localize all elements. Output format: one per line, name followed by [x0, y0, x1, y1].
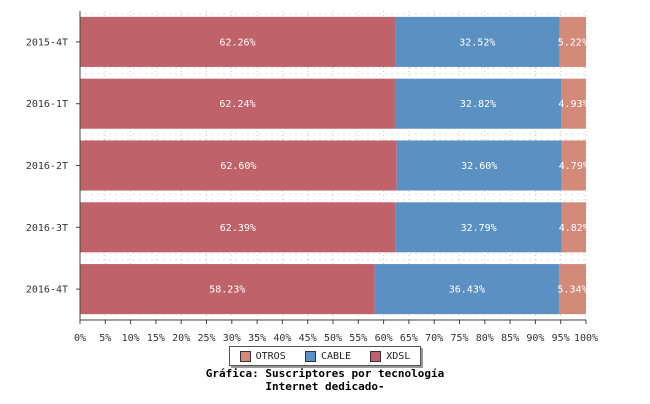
- legend-item-otros: OTROS: [239, 350, 286, 362]
- x-tick-label: 60%: [375, 333, 393, 344]
- x-tick-label: 80%: [476, 333, 494, 344]
- x-tick-label: 40%: [273, 333, 291, 344]
- legend-label-xdsl: XDSL: [386, 350, 411, 362]
- x-tick-label: 70%: [425, 333, 443, 344]
- y-tick-label: 2016-1T: [26, 99, 68, 110]
- data-label: 62.26%: [219, 37, 255, 48]
- y-tick-label: 2016-2T: [26, 161, 68, 172]
- x-tick-label: 15%: [147, 333, 165, 344]
- data-label: 5.22%: [558, 37, 588, 48]
- data-label: 32.52%: [459, 37, 495, 48]
- bar-cable-2015-4T: [395, 16, 560, 67]
- bar-otros-2016-1T: [561, 78, 586, 129]
- bar-xdsl-2016-2T: [80, 140, 397, 191]
- x-tick-label: 100%: [574, 333, 598, 344]
- bar-otros-2016-4T: [558, 264, 586, 315]
- data-label: 4.93%: [558, 99, 588, 110]
- x-tick-label: 30%: [223, 333, 241, 344]
- data-label: 62.24%: [219, 99, 255, 110]
- legend-swatch-otros: [239, 350, 251, 362]
- legend-label-cable: CABLE: [320, 350, 352, 362]
- x-tick-label: 20%: [172, 333, 190, 344]
- x-tick-label: 5%: [99, 333, 111, 344]
- data-label: 32.60%: [461, 161, 497, 172]
- data-label: 32.82%: [460, 99, 496, 110]
- bar-xdsl-2016-1T: [80, 78, 395, 129]
- data-label: 62.60%: [220, 161, 256, 172]
- legend-swatch-cable: [304, 350, 316, 362]
- bar-cable-2016-2T: [396, 140, 562, 191]
- data-label: 4.82%: [559, 223, 589, 234]
- x-tick-label: 75%: [450, 333, 468, 344]
- x-tick-label: 95%: [552, 333, 570, 344]
- legend-label-otros: OTROS: [255, 350, 286, 362]
- x-tick-label: 85%: [501, 333, 519, 344]
- legend-item-xdsl: XDSL: [370, 350, 411, 362]
- x-tick-label: 0%: [74, 333, 86, 344]
- data-label: 5.34%: [557, 285, 587, 296]
- x-tick-label: 45%: [299, 333, 317, 344]
- y-tick-label: 2015-4T: [26, 37, 68, 48]
- plot-area: 62.26% 32.52% 5.22% 2015-4T 62.24% 32.82% 4.93…: [26, 11, 598, 344]
- y-tick-label: 2016-4T: [26, 285, 68, 296]
- bar-cable-2016-3T: [395, 202, 562, 253]
- legend-swatch-xdsl: [370, 350, 382, 362]
- data-label: 58.23%: [209, 285, 245, 296]
- chart-caption-line-2: Internet dedicado-: [265, 380, 385, 393]
- bar-otros-2016-2T: [561, 140, 586, 191]
- bar-xdsl-2016-3T: [80, 202, 396, 253]
- x-tick-label: 50%: [324, 333, 342, 344]
- legend-item-cable: CABLE: [304, 350, 352, 362]
- data-label: 32.79%: [461, 223, 497, 234]
- x-tick-label: 35%: [248, 333, 266, 344]
- chart-caption-line-1: Gráfica: Suscriptores por tecnología: [205, 367, 445, 380]
- x-tick-label: 25%: [197, 333, 215, 344]
- y-tick-label: 2016-3T: [26, 223, 68, 234]
- data-label: 4.79%: [559, 161, 589, 172]
- x-tick-label: 90%: [526, 333, 544, 344]
- x-tick-label: 10%: [122, 333, 140, 344]
- data-label: 62.39%: [220, 223, 256, 234]
- bar-xdsl-2015-4T: [80, 16, 396, 67]
- data-label: 36.43%: [449, 285, 485, 296]
- bar-otros-2016-3T: [561, 202, 586, 253]
- bar-cable-2016-4T: [374, 264, 559, 315]
- bar-cable-2016-1T: [394, 78, 562, 129]
- legend: OTROS CABLE XDSL: [229, 346, 421, 366]
- bar-otros-2015-4T: [559, 16, 586, 67]
- x-tick-label: 55%: [349, 333, 367, 344]
- x-tick-label: 65%: [400, 333, 418, 344]
- bar-xdsl-2016-4T: [80, 264, 375, 315]
